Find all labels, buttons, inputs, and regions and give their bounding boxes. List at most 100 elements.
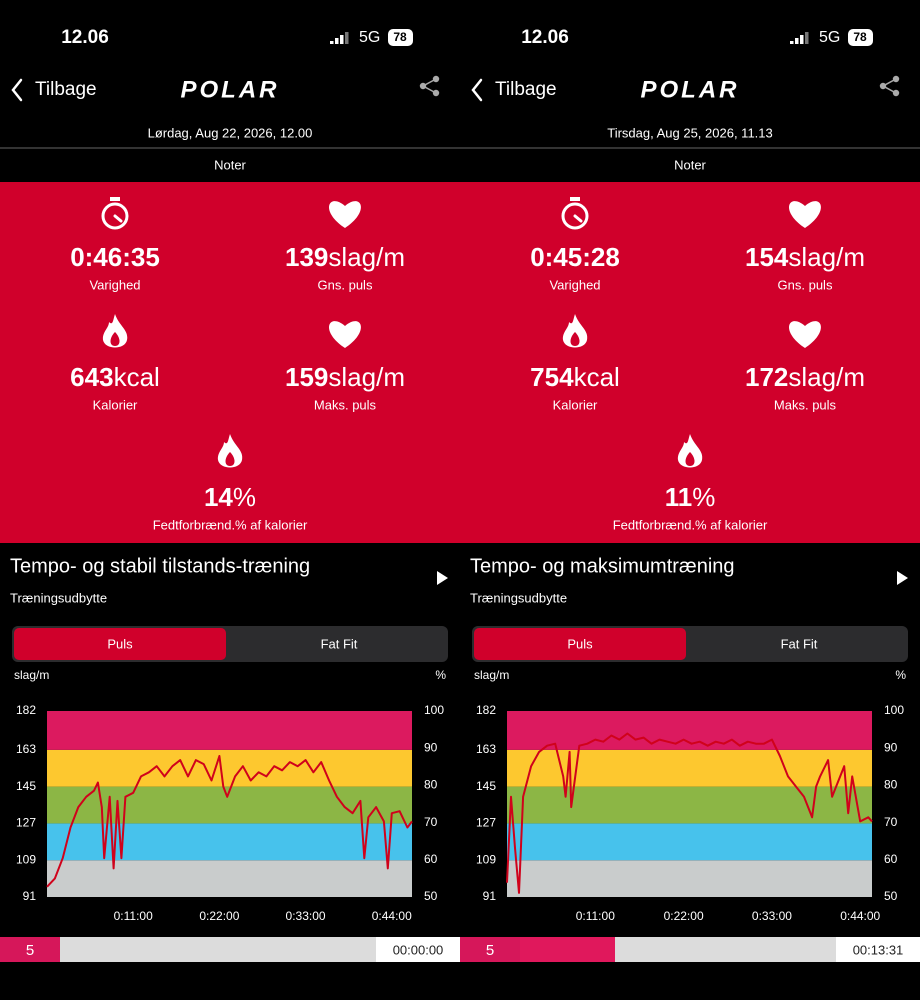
back-button[interactable]: Tilbage <box>495 79 557 100</box>
stat-number: 172 <box>745 362 788 392</box>
stat-unit: slag/m <box>328 242 405 272</box>
y-axis-label: slag/m <box>14 668 49 682</box>
stopwatch-crown <box>110 197 120 201</box>
heart-icon <box>329 321 361 348</box>
stat-value: 14% <box>204 482 256 512</box>
stat-value: 643kcal <box>70 362 160 392</box>
stat-unit: slag/m <box>328 362 405 392</box>
y-tick-label: 163 <box>476 742 496 756</box>
signal-bar <box>800 35 804 44</box>
hr-zone-band <box>47 860 412 897</box>
y-tick-label: 163 <box>16 742 36 756</box>
x-tick-label: 0:44:00 <box>840 909 880 923</box>
stats-panel <box>0 182 460 543</box>
x-tick-label: 0:11:00 <box>576 909 615 923</box>
stopwatch-hand <box>573 214 583 223</box>
x-tick-label: 0:11:00 <box>114 909 153 923</box>
stat-value: 0:46:35 <box>70 242 160 272</box>
expand-arrow[interactable] <box>897 571 908 585</box>
back-button[interactable]: Tilbage <box>35 79 97 100</box>
y2-tick-label: 50 <box>884 889 898 903</box>
heart-rate-line <box>506 732 873 894</box>
back-chevron[interactable] <box>471 78 483 102</box>
x-tick-label: 0:22:00 <box>199 909 239 923</box>
workout-title: Tempo- og maksimumtræning <box>470 555 735 577</box>
brand-logo: POLAR <box>181 76 280 103</box>
stat-number: 754 <box>530 362 574 392</box>
hr-zone-band <box>507 786 872 824</box>
flame-icon <box>677 434 703 468</box>
notes-button[interactable]: Noter <box>674 157 706 172</box>
y-tick-label: 182 <box>476 703 496 717</box>
share-button[interactable] <box>419 75 440 97</box>
stat-label: Gns. puls <box>778 277 833 292</box>
stat-unit: kcal <box>574 362 620 392</box>
y-axis-label: slag/m <box>474 668 509 682</box>
tab-label[interactable]: Puls <box>107 636 133 651</box>
y-tick-label: 91 <box>23 889 37 903</box>
phone-screen: 12.06 5G 78 Tilbage POLAR Tirsdag, Aug 25, 20… <box>460 27 920 962</box>
y-tick-label: 91 <box>483 889 497 903</box>
stat-number: 14 <box>204 482 233 512</box>
signal-bar <box>795 38 799 44</box>
flame-inner <box>225 452 235 466</box>
y2-axis-label: % <box>435 668 446 682</box>
back-chevron[interactable] <box>11 78 23 102</box>
status-battery: 78 <box>393 30 407 44</box>
phone-screen: 12.06 5G 78 Tilbage POLAR Lørdag, Aug 22, 202… <box>0 27 460 962</box>
y2-tick-label: 100 <box>424 703 444 717</box>
stat-value: 172slag/m <box>745 362 865 392</box>
y2-tick-label: 80 <box>884 778 898 792</box>
stat-unit: slag/m <box>788 242 865 272</box>
signal-bar <box>330 41 334 44</box>
hr-zone-band <box>47 711 412 750</box>
flame-icon <box>217 434 243 468</box>
signal-bar <box>790 41 794 44</box>
y2-tick-label: 70 <box>424 815 438 829</box>
time-cell <box>376 937 460 962</box>
status-network: 5G <box>359 29 380 46</box>
session-date: Lørdag, Aug 22, 2026, 12.00 <box>148 125 313 140</box>
share-lines <box>881 78 897 94</box>
y2-tick-label: 90 <box>884 740 898 754</box>
status-battery: 78 <box>853 30 867 44</box>
share-button[interactable] <box>879 75 900 97</box>
y-tick-label: 109 <box>476 852 496 866</box>
workout-subtitle: Træningsudbytte <box>470 590 567 605</box>
stat-number: 154 <box>745 242 789 272</box>
y2-tick-label: 90 <box>424 740 438 754</box>
hr-zone-band <box>47 823 412 861</box>
signal-bar <box>805 32 809 44</box>
y-tick-label: 109 <box>16 852 36 866</box>
tab-label[interactable]: Fat Fit <box>321 636 358 651</box>
notes-button[interactable]: Noter <box>214 157 246 172</box>
status-time: 12.06 <box>521 27 569 48</box>
stat-value: 139slag/m <box>285 242 405 272</box>
y2-tick-label: 60 <box>884 852 898 866</box>
y-tick-label: 182 <box>16 703 36 717</box>
expand-arrow[interactable] <box>437 571 448 585</box>
flame-inner <box>110 332 120 346</box>
heart-rate-line <box>46 755 413 888</box>
flame-icon <box>102 314 128 348</box>
stat-value: 159slag/m <box>285 362 405 392</box>
x-tick-label: 0:44:00 <box>372 909 412 923</box>
tab-label[interactable]: Puls <box>567 636 593 651</box>
player-position: 00:00:00 <box>393 942 444 957</box>
stat-unit: % <box>233 482 256 512</box>
stat-number: 643 <box>70 362 113 392</box>
stat-number: 159 <box>285 362 328 392</box>
tab-active[interactable] <box>474 628 686 660</box>
y2-tick-label: 60 <box>424 852 438 866</box>
stat-number: 0:46:35 <box>70 242 160 272</box>
flame-inner <box>685 452 695 466</box>
signal-bar <box>345 32 349 44</box>
y2-tick-label: 80 <box>424 778 438 792</box>
tab-label[interactable]: Fat Fit <box>781 636 818 651</box>
stat-unit: kcal <box>114 362 160 392</box>
brand-logo: POLAR <box>641 76 740 103</box>
tab-active[interactable] <box>14 628 226 660</box>
x-tick-label: 0:33:00 <box>752 909 792 923</box>
stopwatch-icon <box>101 202 129 230</box>
hr-zone-band <box>47 749 412 787</box>
